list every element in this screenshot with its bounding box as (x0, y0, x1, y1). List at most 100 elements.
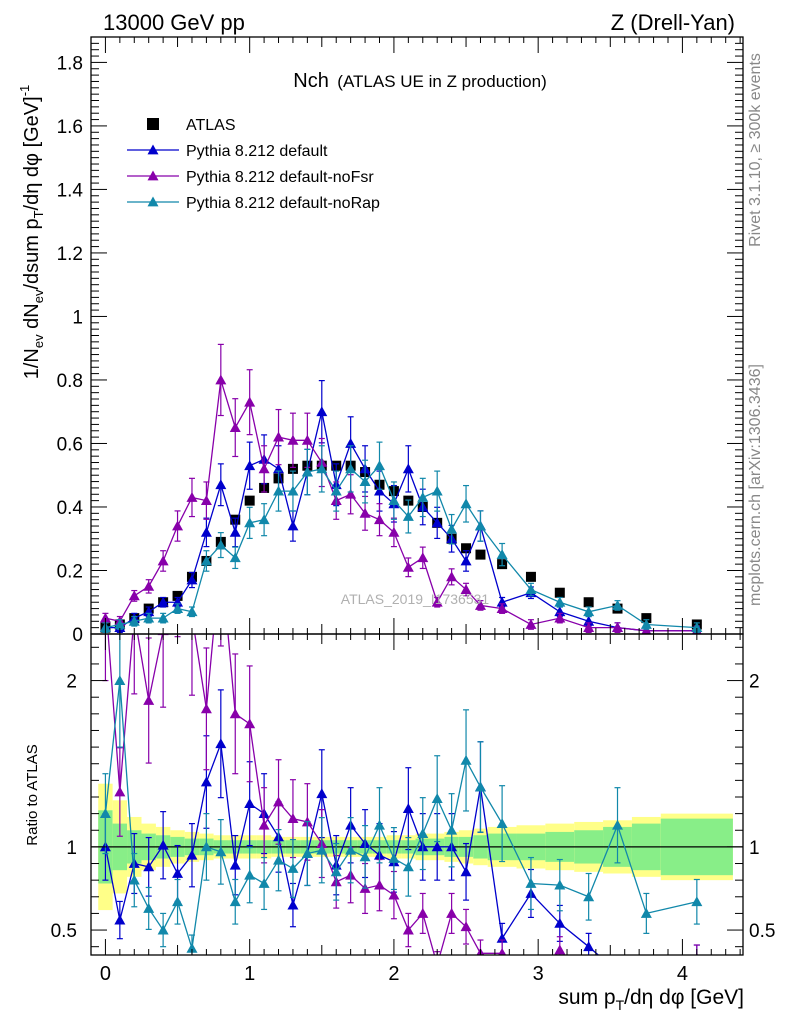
ratio-point (287, 863, 299, 873)
legend: ATLAS Pythia 8.212 default Pythia 8.212 de… (127, 117, 380, 212)
ratio-point (554, 944, 566, 955)
ratio-frame (90, 633, 744, 956)
ratio-point (215, 846, 227, 857)
ratio-y-tick-label: 2 (66, 672, 77, 693)
series-line (105, 411, 697, 632)
data-point (583, 606, 595, 617)
data-point (373, 514, 385, 525)
data-point (330, 485, 342, 496)
main-panel: 0 0.2 0.4 0.6 0.8 1 1.2 1.4 1.6 1.8 ATLAS Pythia 8.… (57, 36, 744, 646)
data-point (200, 555, 212, 566)
data-point (417, 491, 429, 502)
data-point (402, 511, 414, 521)
data-point (554, 587, 565, 598)
ratio-point (388, 889, 400, 900)
plot-title-main: Nch (293, 70, 329, 92)
ratio-point (417, 828, 429, 838)
data-point (431, 517, 443, 528)
data-point (215, 374, 227, 385)
ratio-point (114, 786, 126, 797)
ratio-point (640, 907, 652, 918)
ratio-point (287, 899, 299, 910)
legend-label: Pythia 8.212 default-noFsr (186, 169, 374, 186)
ratio-point (258, 877, 270, 888)
ratio-point (474, 781, 486, 792)
legend-label: Pythia 8.212 default-noRap (186, 195, 380, 212)
ratio-point (402, 861, 414, 872)
data-point (172, 603, 184, 613)
ratio-y-tick-label-right: 2 (749, 672, 760, 693)
data-point (388, 495, 400, 506)
data-point (641, 613, 652, 624)
ratio-point (244, 798, 256, 809)
data-point (359, 476, 371, 486)
data-point (583, 622, 595, 633)
ratio-point (143, 902, 155, 913)
y-tick-label: 1.6 (57, 117, 83, 138)
ratio-point (273, 854, 285, 865)
data-point (273, 431, 285, 442)
y-tick-label: 0.8 (57, 371, 83, 392)
ratio-point (641, 974, 652, 984)
ratio-point (229, 896, 241, 907)
data-point (143, 612, 155, 623)
data-point (316, 406, 328, 417)
data-point (402, 561, 414, 572)
data-point (373, 460, 385, 471)
data-point (128, 615, 140, 626)
data-point (388, 526, 400, 537)
data-point (215, 539, 227, 550)
plot-title-sub: (ATLAS UE in Z production) (337, 72, 546, 91)
ratio-point (417, 907, 429, 918)
ratio-point (431, 841, 443, 852)
data-point (157, 612, 169, 623)
data-point (402, 463, 414, 474)
ratio-point (200, 703, 212, 714)
ratio-series-1 (100, 592, 700, 984)
data-point (460, 498, 472, 509)
data-point (525, 571, 536, 582)
data-point (287, 485, 299, 496)
data-point (215, 479, 227, 490)
y-tick-label: 0 (72, 625, 83, 646)
data-point (287, 520, 299, 531)
ratio-point (100, 592, 111, 602)
ratio-point (200, 841, 212, 852)
ratio-point (460, 754, 472, 765)
data-point (373, 485, 385, 496)
data-point (474, 520, 486, 531)
data-point (244, 495, 255, 506)
data-point (229, 552, 241, 563)
data-point (287, 463, 298, 474)
legend-marker (147, 118, 159, 130)
ratio-point (316, 788, 328, 799)
ratio-point (612, 966, 623, 976)
ratio-point (229, 859, 241, 870)
ratio-point (143, 695, 155, 705)
data-point (583, 597, 594, 608)
legend-marker (147, 196, 159, 207)
y-tick-label: 1.4 (57, 180, 84, 201)
ratio-point (583, 891, 595, 902)
data-point (273, 485, 285, 496)
ratio-point (99, 808, 111, 819)
ratio-point (244, 869, 256, 880)
ratio-panel: 0 1 2 3 4 0.5 0.5 1 1 2 2 (51, 592, 775, 985)
ratio-point (157, 839, 169, 850)
process-label: Z (Drell-Yan) (611, 10, 735, 35)
data-point (244, 396, 256, 407)
data-point (525, 618, 537, 629)
ratio-point (554, 917, 566, 928)
main-ylabel: 1/Nev dNev/dsum pT/dη dφ [GeV]-1 (17, 85, 46, 380)
ratio-point (446, 907, 458, 918)
data-point (612, 622, 624, 633)
energy-label: 13000 GeV pp (103, 10, 245, 35)
data-point (114, 618, 126, 629)
x-axis-label: sum pT/dη dφ [GeV] (558, 986, 744, 1013)
y-tick-label: 1.8 (57, 53, 83, 74)
ratio-point (200, 776, 212, 787)
ratio-line (107, 634, 566, 955)
data-point (431, 485, 443, 496)
ratio-point (330, 866, 342, 877)
ratio-point (496, 818, 508, 829)
